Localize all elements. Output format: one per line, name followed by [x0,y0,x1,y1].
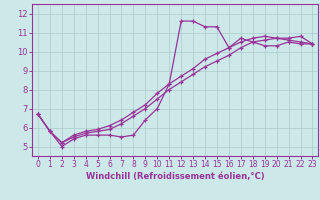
X-axis label: Windchill (Refroidissement éolien,°C): Windchill (Refroidissement éolien,°C) [86,172,265,181]
